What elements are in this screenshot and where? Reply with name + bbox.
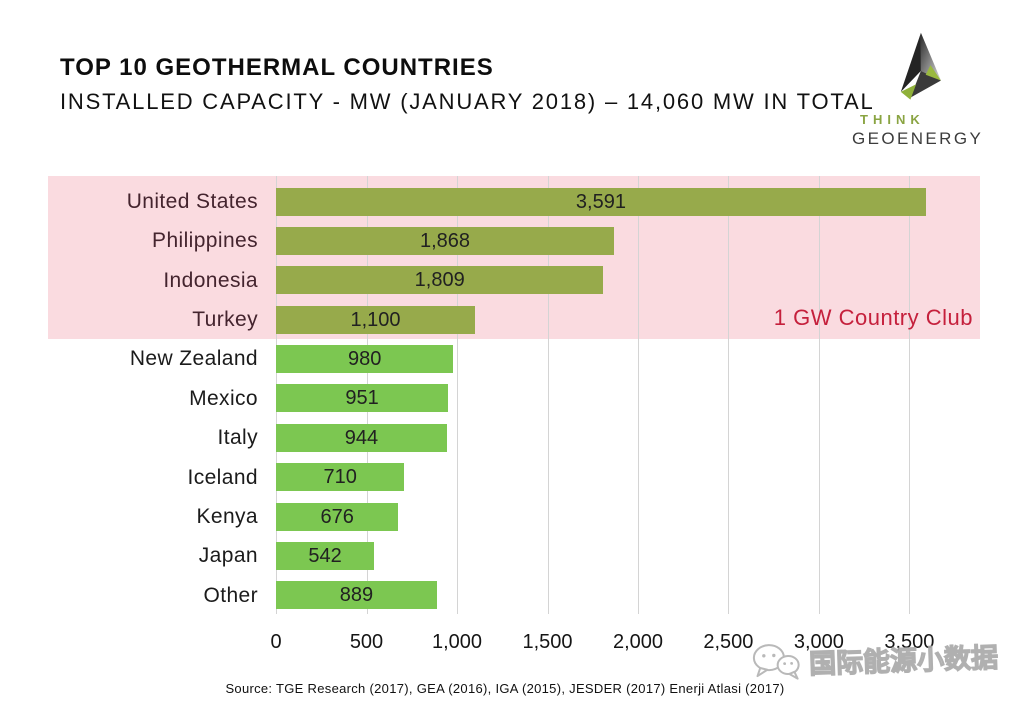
bar-value-label: 889 [339,584,374,607]
logo-text-think: THINK [860,112,925,127]
watermark: 国际能源小数据 [749,634,999,685]
gridline-2500 [728,176,730,614]
bar-track: 3,591 [276,187,980,216]
page-title: TOP 10 GEOTHERMAL COUNTRIES [60,54,494,81]
header: TOP 10 GEOTHERMAL COUNTRIES INSTALLED CA… [60,54,875,115]
bar-row-iceland: Iceland 710 [0,458,980,497]
bar-track: 1,809 [276,266,980,295]
bar-row-italy: Italy 944 [0,418,980,457]
thinkgeoenergy-arrow-icon [900,32,941,100]
bar: 889 [276,581,437,610]
bar-track: 1,868 [276,227,980,256]
bar: 542 [276,541,375,570]
thinkgeoenergy-logo: THINK GEOENERGY [852,30,986,149]
bar-value-label: 676 [320,505,354,528]
x-tick-label: 2,000 [612,631,664,653]
category-label: United States [126,190,258,213]
bar-track: 889 [276,581,980,610]
category-label: Indonesia [163,268,258,292]
bar-value-label: 1,809 [414,269,465,292]
category-label: Iceland [187,465,258,489]
bar-row-kenya: Kenya 676 [0,497,980,536]
bar: 710 [276,463,405,492]
bar-value-label: 542 [308,544,342,567]
gridline-1500 [547,176,549,614]
bar-value-label: 3,591 [575,190,626,213]
logo-text-geoenergy: GEOENERGY [852,129,984,148]
x-tick-label: 1,500 [522,631,573,653]
bar: 676 [276,502,399,531]
bar: 1,809 [276,266,604,295]
gridline-1000 [457,176,458,614]
bar: 1,868 [276,227,615,256]
x-tick-label: 3,000 [793,631,844,653]
bar-value-label: 980 [347,348,382,371]
bar-value-label: 1,868 [419,230,471,253]
club-annotation: 1 GW Country Club [773,305,973,330]
bar: 980 [276,345,454,374]
category-label: Italy [217,426,258,450]
bar: 1,100 [276,305,476,334]
bar: 951 [276,384,449,413]
bar-row-united-states: United States 3,591 [0,182,980,221]
bar-row-philippines: Philippines 1,868 [0,221,980,260]
bar: 3,591 [276,187,926,216]
gridline-2000 [638,176,639,614]
category-label: New Zealand [129,347,258,371]
bar-value-label: 951 [345,387,379,410]
bar-value-label: 710 [323,466,357,489]
bar-value-label: 1,100 [350,308,401,331]
x-tick-label: 0 [270,631,282,653]
source-note: Source: TGE Research (2017), GEA (2016),… [225,681,785,696]
x-tick-label: 3,500 [884,631,935,653]
category-label: Philippines [152,229,258,253]
bar-row-new-zealand: New Zealand 980 [0,339,980,378]
bar-track: 710 [276,463,980,492]
page-subtitle: INSTALLED CAPACITY - MW (JANUARY 2018) –… [60,89,875,114]
bar: 944 [276,423,447,452]
bar-row-mexico: Mexico 951 [0,379,980,418]
bar-track: 980 [276,345,980,374]
bar-value-label: 944 [344,426,379,449]
category-label: Japan [198,544,258,568]
bar-row-indonesia: Indonesia 1,809 [0,261,980,300]
category-label: Other [203,583,258,607]
bar-row-turkey: Turkey 1,100 [0,300,980,339]
bar-track: 944 [276,423,980,452]
x-tick-label: 500 [349,631,384,653]
watermark-text: 国际能源小数据 [808,642,999,680]
bar-row-other: Other 889 [0,576,980,615]
category-label: Turkey [192,308,258,332]
bar-rows: United States 3,591 Philippines 1,868 Indone… [0,182,980,615]
bar-track: 1,100 [276,305,980,334]
bar-track: 542 [276,541,980,570]
bar-row-japan: Japan 542 [0,536,980,575]
bar-track: 676 [276,502,980,531]
gridline-3000 [818,176,820,614]
gridline-3500 [909,176,911,614]
wechat-icon [752,644,800,680]
bar-track: 951 [276,384,980,413]
x-tick-label: 2,500 [703,631,754,653]
x-tick-label: 1,000 [431,631,483,653]
category-label: Kenya [196,504,258,528]
category-label: Mexico [189,386,258,410]
